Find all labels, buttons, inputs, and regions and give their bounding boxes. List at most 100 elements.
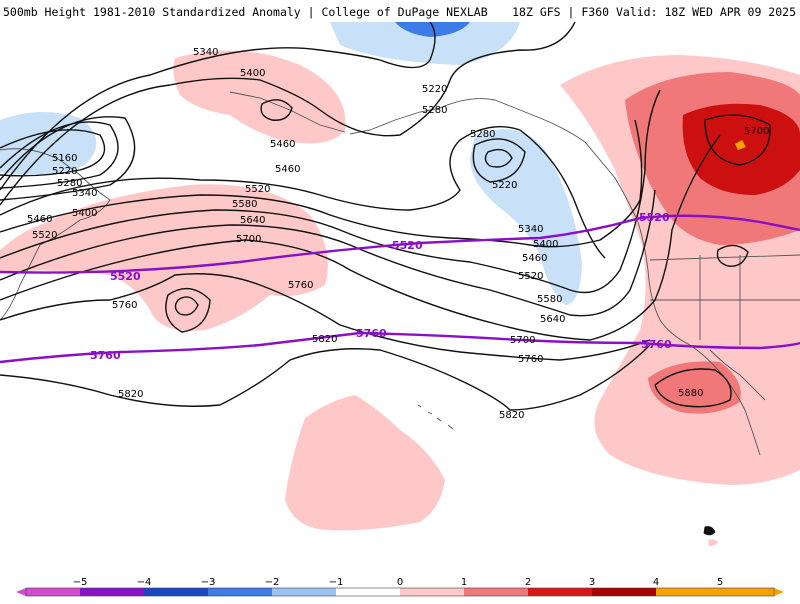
contour-5280 [0,116,136,201]
contour-5880 [654,368,732,408]
coast-gulf-of-california [709,349,766,401]
contour-label: 5460 [522,253,547,264]
model-run-info: 18Z GFS | F360 Valid: 18Z WED APR 09 202… [512,5,796,19]
contour-label: 5580 [232,199,257,210]
neg-anomaly-trough [470,129,582,305]
colorbar-segment [592,588,656,596]
colorbar-segment [80,588,144,596]
contour-label: 5460 [27,214,52,225]
highlight-contour-label: 5760 [641,338,672,351]
contour-5640 [0,189,656,317]
highlight-contour-label: 5520 [110,270,141,283]
highlight-contour-label: 5760 [356,327,387,340]
contour-5760 [0,273,651,361]
coast-aleutians [229,91,441,135]
colorbar-gradient [16,587,784,597]
neg-anomaly-top-strong [395,22,470,37]
colorbar-tick: 3 [589,577,595,588]
contour-label: 5760 [112,300,137,311]
contour-label: 5460 [270,139,295,150]
pos-anomaly-upper [173,50,346,144]
colorbar-tick: −5 [73,577,88,588]
colorbar-segment [144,588,208,596]
contour-label: 5340 [518,224,543,235]
pos-anomaly-hawaii-speck [708,539,718,547]
colorbar-tick: 5 [717,577,723,588]
contour-label: 5400 [72,208,97,219]
contour-label: 5640 [540,314,565,325]
pos-anomaly-south [285,395,445,531]
contour-closed-low-gulf-of-alaska-ridge [260,99,293,121]
contour-5400 [0,22,576,206]
contour-label: 5820 [499,410,524,421]
colorbar-tick: −2 [265,577,280,588]
contour-label: 5160 [52,153,77,164]
hawaii-big-island [703,526,716,536]
height-contours [0,22,771,411]
contour-5820 [0,344,651,411]
map-title: 500mb Height 1981-2010 Standardized Anom… [3,5,488,19]
contour-label: 5760 [288,280,313,291]
colorbar-arrow-max [774,588,784,596]
highlight-contour-label: 5760 [90,349,121,362]
contour-label: 5820 [312,334,337,345]
contour-label: 5700 [236,234,261,245]
purple-contour-5520 [0,214,800,274]
contour-label: 5520 [518,271,543,282]
anomaly-colorbar: −5 −4 −3 −2 −1 0 1 2 3 4 5 [0,575,800,600]
contour-label: 5220 [52,166,77,177]
contour-closed-high-rockies [704,114,771,166]
contour-label: 5820 [118,389,143,400]
coast-baja-california [689,344,761,456]
colorbar-segment [336,588,400,596]
colorbar-tick: 0 [397,577,403,588]
contour-closed-high-west-pacific [165,287,211,333]
contour-5340 [0,22,436,191]
contour-label: 5640 [240,215,265,226]
colorbar-segment [26,588,80,596]
contour-label: 5460 [275,164,300,175]
contour-5460 [0,125,606,259]
colorbar-segment [400,588,464,596]
neg-anomaly-top [330,22,520,65]
contour-5220 [0,121,119,189]
contour-label: 5520 [245,184,270,195]
colorbar-tick: 4 [653,577,659,588]
contour-labels: 5340 5400 5460 5220 5280 5280 5220 5160 … [27,47,769,421]
coast-asia [0,148,111,321]
contour-label: 5580 [537,294,562,305]
contour-label: 5220 [492,180,517,191]
colorbar-tick: 1 [461,577,467,588]
colorbar-tick: −3 [201,577,216,588]
contour-label: 5340 [72,188,97,199]
contour-5700 [0,134,721,341]
contour-label: 5880 [678,388,703,399]
coast-alaska [439,98,639,223]
colorbar-tick-labels: −5 −4 −3 −2 −1 0 1 2 3 4 5 [73,577,724,588]
colorbar-arrow-min [16,588,26,596]
colorbar-segment [272,588,336,596]
colorbar-outline [25,587,775,597]
purple-contour-5760 [0,331,800,364]
colorbar-segment [208,588,272,596]
colorbar-segment [464,588,528,596]
contour-label: 5280 [57,178,82,189]
colorbar-tick: 2 [525,577,531,588]
highlight-contour-label: 5520 [392,239,423,252]
colorbar-tick: −1 [329,577,344,588]
contour-5520 [0,119,643,248]
colorbar-segment [720,588,774,596]
contour-closed-low-north-pacific [472,138,526,183]
contour-label: 5400 [533,239,558,250]
anomaly-map: 5340 5400 5460 5220 5280 5280 5220 5160 … [0,22,800,575]
contour-label: 5220 [422,84,447,95]
colorbar-segment [528,588,592,596]
neg-anomaly-left [0,111,97,175]
pos-anomaly-band [0,184,328,331]
coast-pacific-northwest [637,221,691,346]
colorbar-tick: −4 [137,577,152,588]
coastlines [0,91,800,536]
contour-label: 5520 [32,230,57,241]
highlight-contours [0,214,800,364]
contour-label: 5760 [518,354,543,365]
